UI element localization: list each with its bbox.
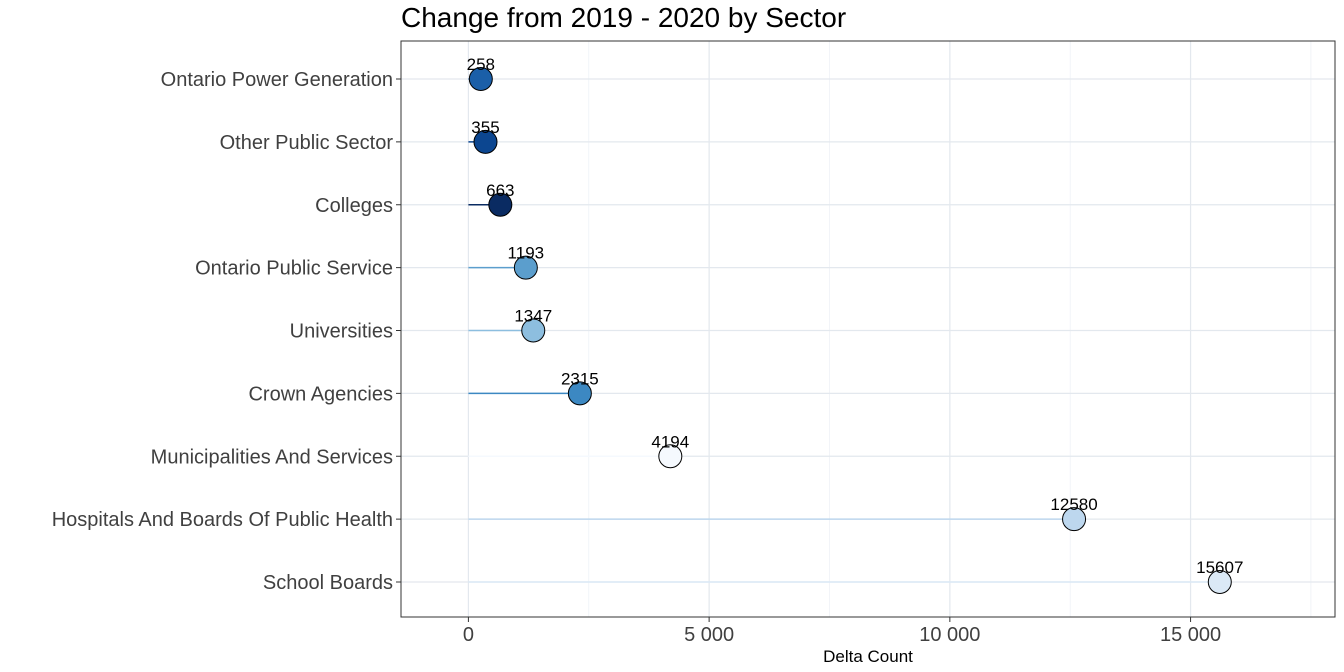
data-label: 258 bbox=[467, 55, 495, 74]
y-tick-label: Ontario Public Service bbox=[195, 258, 393, 280]
x-tick-label: 10 000 bbox=[919, 624, 980, 646]
x-axis-label: Delta Count bbox=[823, 647, 913, 666]
y-tick-label: Other Public Sector bbox=[220, 132, 394, 154]
data-point bbox=[513, 255, 538, 280]
data-label: 1193 bbox=[508, 244, 545, 263]
data-point bbox=[521, 318, 546, 343]
data-label: 12580 bbox=[1050, 495, 1097, 514]
data-label: 663 bbox=[486, 181, 514, 200]
data-point bbox=[468, 67, 493, 91]
y-axis: Ontario Power Generation Other Public Sec… bbox=[52, 69, 401, 594]
y-tick-label: Universities bbox=[290, 321, 393, 343]
data-point bbox=[1062, 507, 1087, 532]
y-tick-label: Colleges bbox=[315, 195, 393, 217]
x-axis: 0 5 000 10 000 15 000 bbox=[463, 617, 1221, 646]
data-point bbox=[473, 129, 498, 154]
data-label: 2315 bbox=[561, 369, 599, 388]
y-tick-label: Ontario Power Generation bbox=[161, 69, 393, 91]
x-tick-label: 5 000 bbox=[684, 624, 734, 646]
data-point bbox=[1207, 570, 1232, 594]
y-tick-label: School Boards bbox=[263, 572, 393, 594]
y-tick-label: Municipalities And Services bbox=[151, 446, 393, 468]
data-label: 1347 bbox=[514, 307, 552, 326]
data-point bbox=[567, 381, 592, 406]
data-label: 4194 bbox=[651, 432, 689, 451]
chart-title: Change from 2019 - 2020 by Sector bbox=[401, 2, 846, 33]
x-tick-label: 0 bbox=[463, 624, 474, 646]
data-points bbox=[468, 67, 1232, 594]
x-tick-label: 15 000 bbox=[1160, 624, 1221, 646]
data-point bbox=[488, 192, 513, 217]
data-labels: 258 355 663 1193 1347 2315 4194 12580 15607 bbox=[467, 55, 1244, 577]
data-point bbox=[658, 444, 683, 469]
data-label: 355 bbox=[471, 118, 499, 137]
plot-panel-border bbox=[400, 40, 1336, 618]
y-tick-label: Hospitals And Boards Of Public Health bbox=[52, 509, 393, 531]
data-label: 15607 bbox=[1196, 558, 1243, 577]
y-tick-label: Crown Agencies bbox=[248, 383, 393, 405]
